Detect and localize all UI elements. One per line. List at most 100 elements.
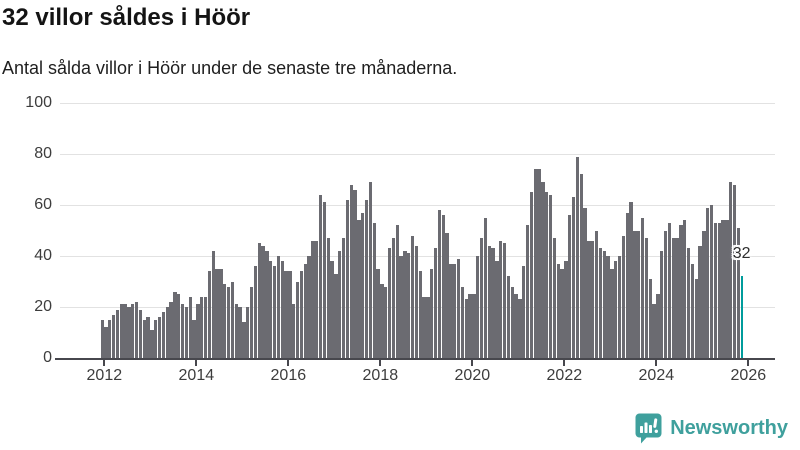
bar — [192, 319, 196, 358]
bar — [299, 271, 304, 358]
bar — [422, 296, 426, 358]
bar — [100, 319, 104, 358]
bar — [568, 215, 572, 358]
bar — [679, 225, 683, 358]
last-value-label: 32 — [732, 245, 751, 263]
bar — [525, 225, 530, 358]
bar — [288, 271, 292, 358]
bar — [380, 284, 384, 358]
bar — [123, 304, 127, 358]
bar — [157, 317, 162, 358]
x-axis-tick — [379, 360, 382, 366]
bar — [683, 220, 687, 358]
bar — [315, 240, 319, 358]
bar — [368, 182, 373, 358]
bar — [479, 238, 484, 358]
bar — [717, 222, 721, 358]
bar — [246, 307, 250, 358]
bar — [165, 307, 169, 358]
bar — [441, 215, 445, 358]
bar — [272, 266, 277, 358]
bar — [399, 256, 403, 358]
bar — [361, 212, 365, 358]
bar — [261, 245, 265, 358]
bar — [433, 248, 438, 358]
bar — [215, 268, 219, 358]
bar — [468, 294, 472, 358]
bar — [656, 294, 660, 358]
bar — [445, 233, 449, 358]
x-axis-tick — [563, 360, 566, 366]
bar — [729, 182, 733, 358]
bar — [690, 263, 695, 358]
bar — [414, 245, 419, 358]
bar — [732, 184, 737, 358]
bar — [104, 327, 108, 358]
bar — [154, 319, 158, 358]
x-axis-tick — [471, 360, 474, 366]
bar — [510, 286, 514, 358]
bar — [537, 169, 541, 358]
bar — [583, 207, 587, 358]
bar — [242, 322, 246, 358]
x-axis-label: 2020 — [454, 367, 491, 384]
bar — [571, 197, 576, 358]
gridline — [60, 154, 775, 155]
bar — [280, 261, 284, 358]
x-axis-tick — [747, 360, 750, 366]
bar — [548, 194, 553, 358]
x-axis-label: 2014 — [178, 367, 215, 384]
bar — [640, 217, 645, 358]
bar — [495, 261, 499, 358]
bar — [207, 271, 212, 358]
bar — [529, 192, 534, 358]
y-axis-label: 0 — [43, 349, 52, 366]
bar — [499, 240, 503, 358]
bar — [372, 222, 376, 358]
bar — [456, 258, 461, 358]
x-axis-tick — [195, 360, 198, 366]
bar — [410, 235, 415, 358]
x-axis-tick — [287, 360, 290, 366]
bar — [552, 238, 557, 358]
bar — [483, 217, 488, 358]
y-axis-label: 60 — [34, 196, 52, 213]
bar — [694, 278, 698, 358]
bar — [736, 227, 740, 358]
bar — [698, 245, 702, 358]
bar — [322, 202, 327, 358]
bar — [142, 319, 146, 358]
bar — [702, 230, 706, 358]
bar — [407, 253, 411, 358]
bar — [560, 268, 564, 358]
bar — [598, 248, 603, 358]
bar — [119, 304, 123, 358]
bar — [675, 238, 679, 358]
bar — [671, 238, 675, 358]
bar — [430, 268, 434, 358]
bar — [591, 240, 595, 358]
bar — [188, 296, 192, 358]
newsworthy-logo: Newsworthy — [635, 413, 788, 443]
bar — [357, 220, 361, 358]
bar — [226, 286, 231, 358]
gridline — [60, 205, 775, 206]
bar — [249, 286, 254, 358]
bar — [161, 312, 166, 358]
bar — [150, 329, 154, 358]
bar — [522, 266, 526, 358]
y-axis-label: 100 — [25, 94, 52, 111]
bar — [177, 294, 181, 358]
bar — [131, 304, 135, 358]
newsworthy-speech-bubble-chart-icon — [635, 413, 662, 443]
bar — [173, 291, 177, 358]
bar — [575, 156, 580, 358]
bar — [284, 271, 288, 358]
bar — [349, 184, 353, 358]
bar — [460, 286, 465, 358]
page-title: 32 villor såldes i Höör — [2, 4, 251, 31]
bar — [265, 250, 269, 358]
bar — [295, 281, 300, 358]
x-axis-label: 2022 — [546, 367, 583, 384]
bar — [318, 194, 323, 358]
